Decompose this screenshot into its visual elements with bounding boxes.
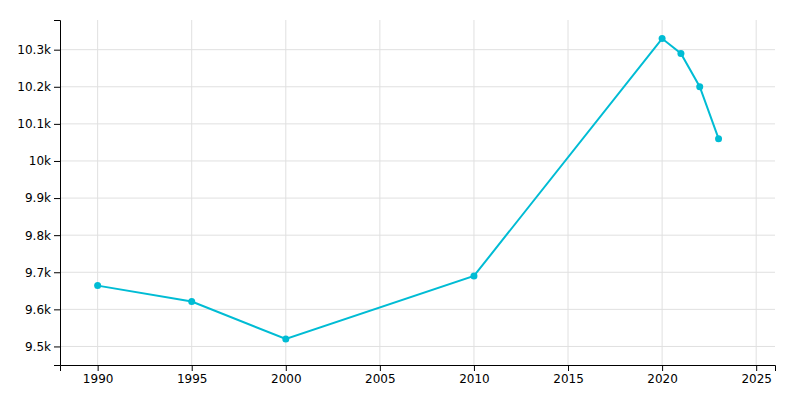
plot-area: 1990 1995 2000 2005 2010 2015 2020 2025 9.5k 9.6k… xyxy=(17,20,775,386)
grid-line-y xyxy=(60,123,775,124)
x-tick-label: 1990 xyxy=(83,372,114,386)
x-tick: 2025 xyxy=(741,365,772,386)
y-tick-label: 10k xyxy=(29,154,51,168)
grid-line-y xyxy=(60,198,775,199)
y-tick-label: 9.9k xyxy=(25,191,51,205)
x-tick-label: 1995 xyxy=(177,372,208,386)
x-tick: 2020 xyxy=(647,365,678,386)
grid-line-x xyxy=(191,20,192,365)
point xyxy=(696,83,703,90)
grid-line-y xyxy=(60,235,775,236)
grid-line-y xyxy=(60,49,775,50)
point xyxy=(470,272,477,279)
grid-line-x xyxy=(285,20,286,365)
x-tick: 2015 xyxy=(553,365,584,386)
x-tick-mark xyxy=(192,365,193,371)
x-tick-mark xyxy=(662,365,663,371)
line xyxy=(98,39,719,339)
y-tick: 10.2k xyxy=(17,80,60,94)
marks xyxy=(94,35,722,342)
y-tick-mark xyxy=(54,346,60,347)
y-tick-label: 9.8k xyxy=(25,229,51,243)
point xyxy=(659,35,666,42)
x-tick-label: 2015 xyxy=(553,372,584,386)
y-tick-mark xyxy=(54,50,60,51)
x-tick-mark xyxy=(568,365,569,371)
grid-line-y xyxy=(60,86,775,87)
x-axis: 1990 1995 2000 2005 2010 2015 2020 2025 xyxy=(61,365,776,386)
y-axis: 9.5k 9.6k 9.7k 9.8k 9.9k 10k 10.1k 10.2k 10.3k xyxy=(17,21,60,366)
y-tick-label: 10.3k xyxy=(17,43,51,57)
x-tick-mark xyxy=(98,365,99,371)
y-tick: 10k xyxy=(29,154,60,168)
x-tick: 1990 xyxy=(83,365,114,386)
point xyxy=(715,135,722,142)
point xyxy=(94,282,101,289)
x-tick: 2005 xyxy=(365,365,396,386)
y-tick-label: 10.2k xyxy=(17,80,51,94)
x-tick-mark xyxy=(286,365,287,371)
point xyxy=(677,50,684,57)
y-tick: 9.9k xyxy=(25,191,60,205)
point xyxy=(282,336,289,343)
y-tick-mark xyxy=(54,309,60,310)
x-tick-mark xyxy=(380,365,381,371)
grid-line-x xyxy=(379,20,380,365)
x-tick-label: 2010 xyxy=(459,372,490,386)
y-tick-mark xyxy=(54,198,60,199)
y-tick-label: 10.1k xyxy=(17,117,51,131)
y-tick: 9.6k xyxy=(25,303,60,317)
y-axis-line xyxy=(54,21,61,366)
x-tick-label: 2025 xyxy=(741,372,772,386)
grid-line-x xyxy=(473,20,474,365)
y-tick: 10.1k xyxy=(17,117,60,131)
y-tick: 10.3k xyxy=(17,43,60,57)
x-tick-mark xyxy=(474,365,475,371)
grid-line-x xyxy=(97,20,98,365)
y-tick: 9.7k xyxy=(25,266,60,280)
y-tick-mark xyxy=(54,272,60,273)
grid-line-x xyxy=(568,20,569,365)
y-tick-label: 9.6k xyxy=(25,303,51,317)
y-tick: 9.8k xyxy=(25,229,60,243)
grid-line-y xyxy=(60,160,775,161)
x-tick-label: 2000 xyxy=(271,372,302,386)
y-tick-mark xyxy=(54,87,60,88)
grid-line-y xyxy=(60,309,775,310)
grid-line-x xyxy=(756,20,757,365)
grid-line-x xyxy=(662,20,663,365)
y-tick-mark xyxy=(54,161,60,162)
y-tick-label: 9.7k xyxy=(25,266,51,280)
point xyxy=(188,298,195,305)
x-tick: 2010 xyxy=(459,365,490,386)
x-tick-mark xyxy=(756,365,757,371)
y-tick: 9.5k xyxy=(25,340,60,354)
grid-line-y xyxy=(60,346,775,347)
y-tick-mark xyxy=(54,235,60,236)
x-tick: 1995 xyxy=(177,365,208,386)
x-tick-label: 2020 xyxy=(647,372,678,386)
grid-line-y xyxy=(60,272,775,273)
grid xyxy=(60,20,775,365)
x-axis-line xyxy=(61,366,776,372)
y-tick-mark xyxy=(54,124,60,125)
y-tick-label: 9.5k xyxy=(25,340,51,354)
x-tick-label: 2005 xyxy=(365,372,396,386)
chart: 1990 1995 2000 2005 2010 2015 2020 2025 9.5k 9.6k… xyxy=(0,0,800,400)
x-tick: 2000 xyxy=(271,365,302,386)
